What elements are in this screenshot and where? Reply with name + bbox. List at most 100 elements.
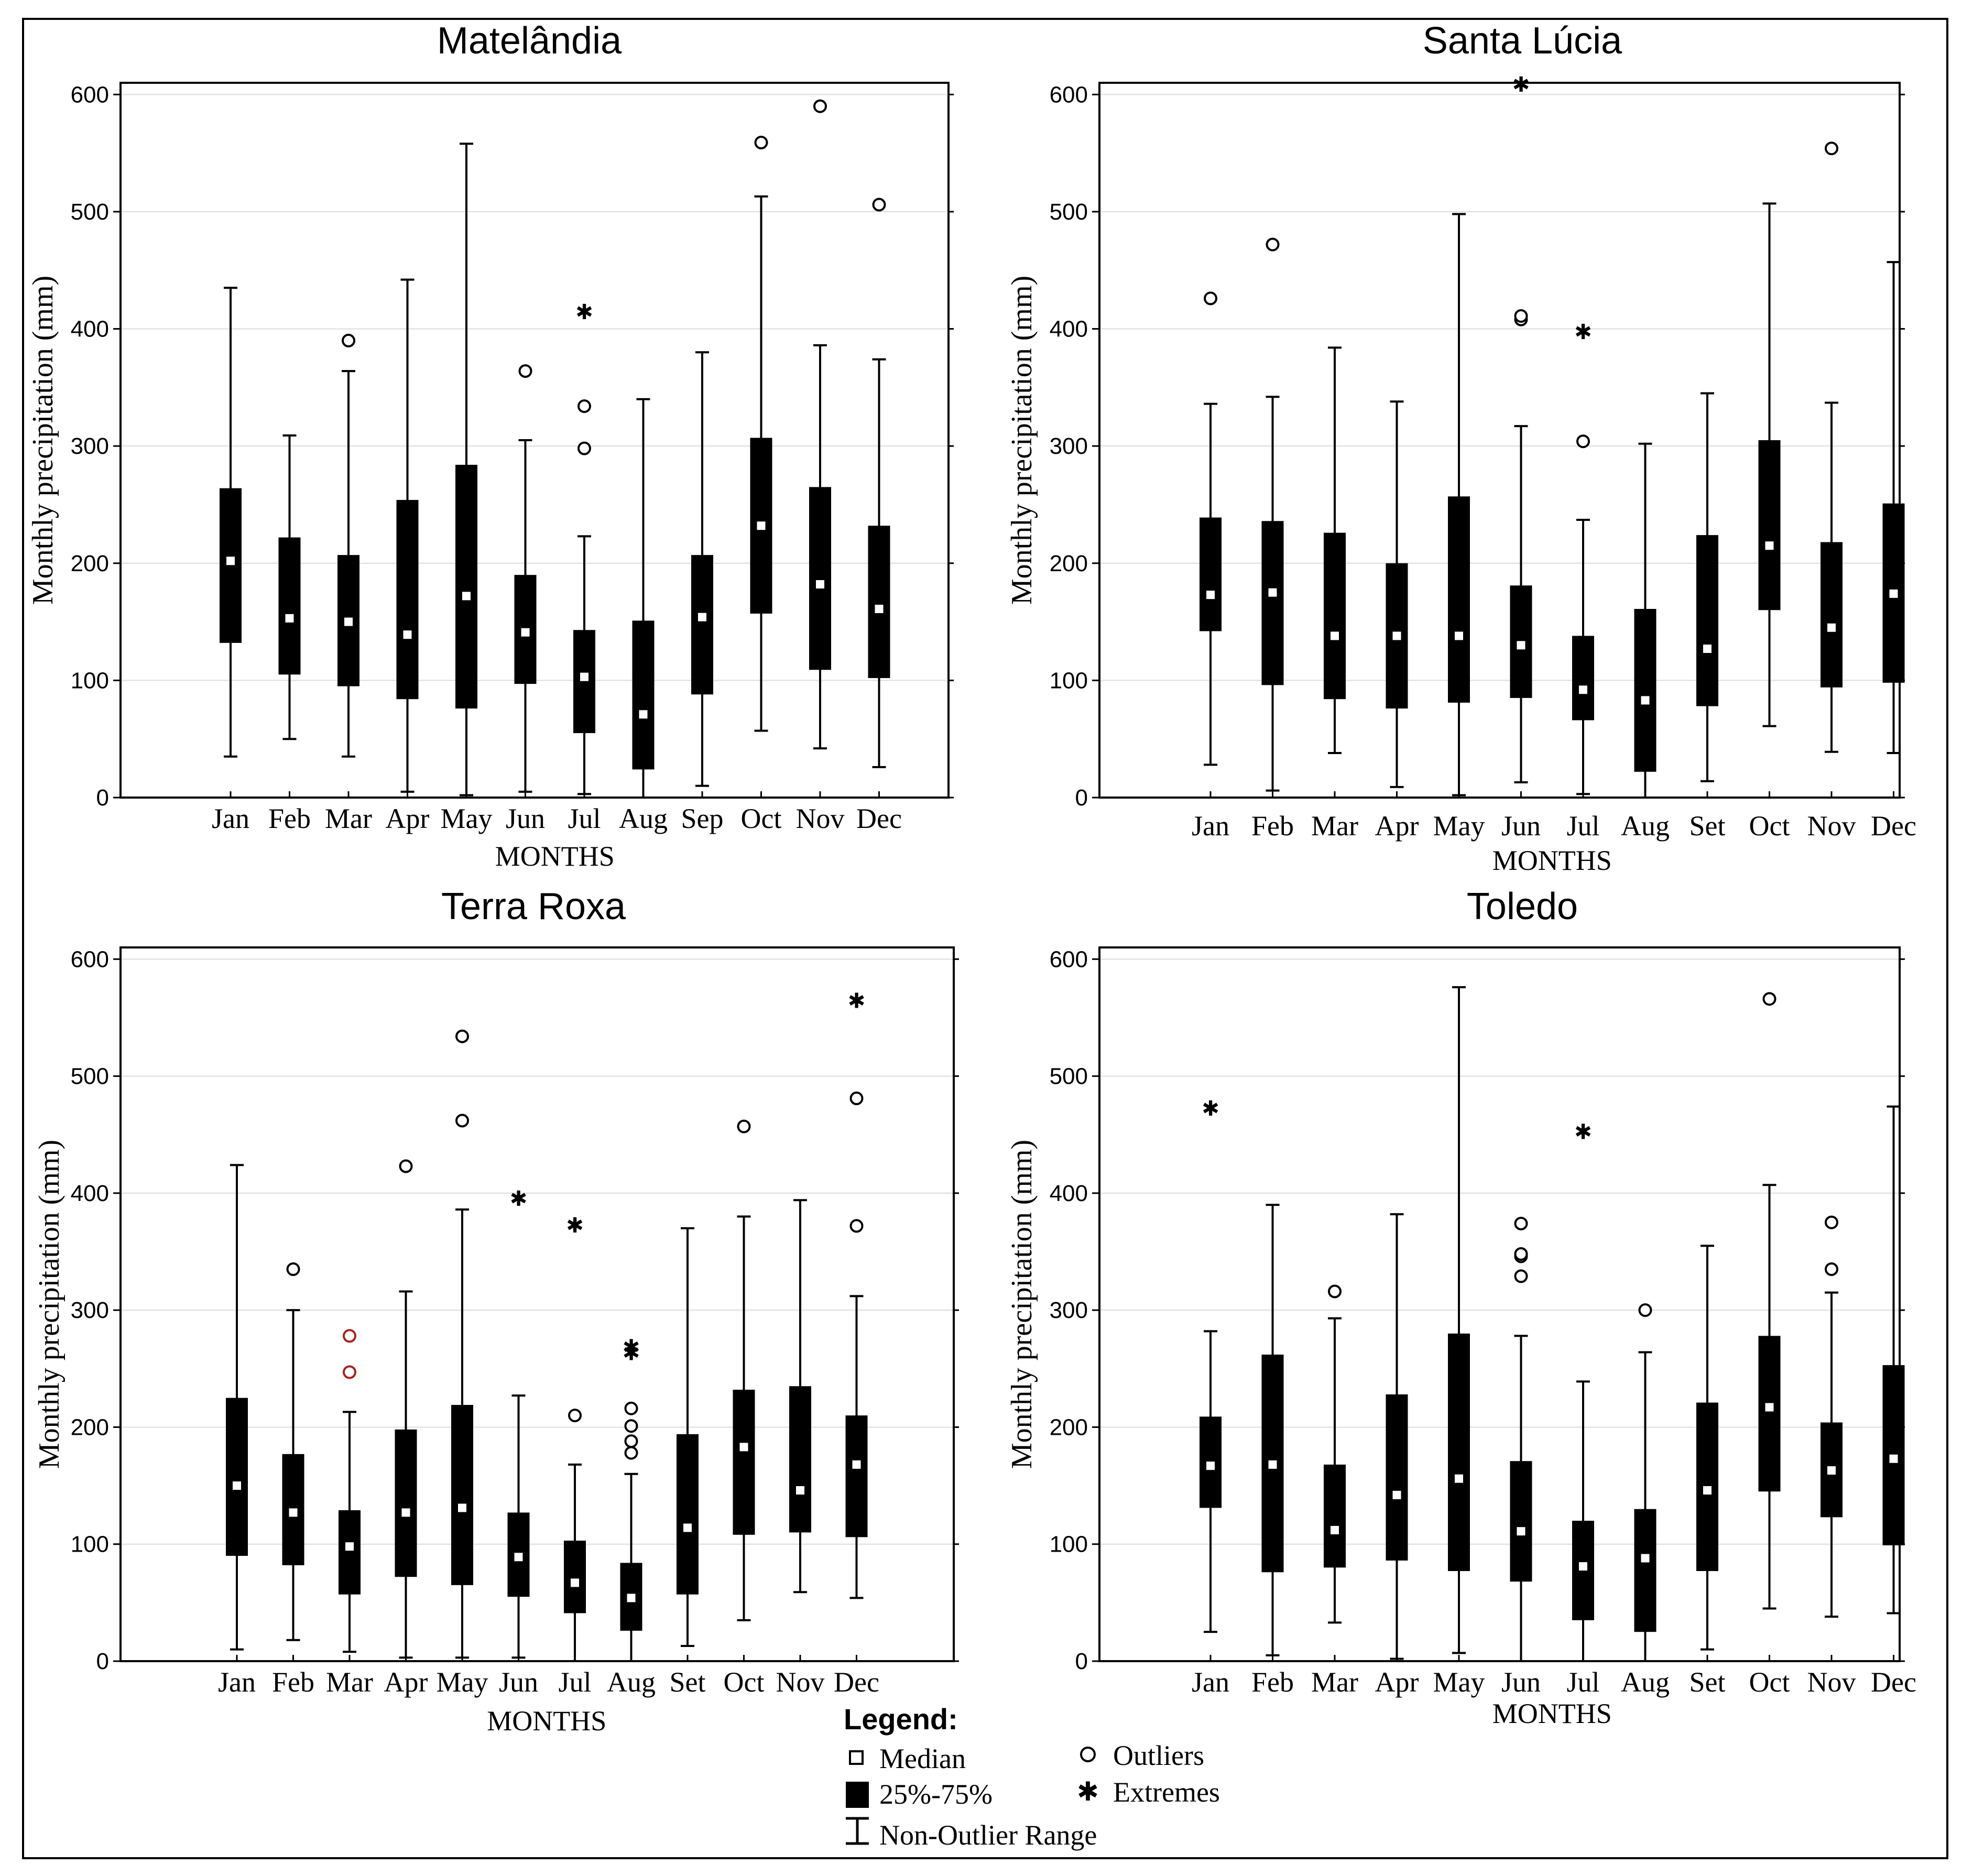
month-label: Mar — [326, 1666, 373, 1698]
month-label: Nov — [1807, 810, 1856, 842]
y-tick-label: 0 — [1075, 1649, 1088, 1674]
iqr-box — [396, 500, 419, 700]
iqr-box — [278, 537, 301, 675]
month-label: Jun — [499, 1666, 538, 1698]
month-label: Apr — [1375, 1666, 1419, 1698]
y-tick-label: 300 — [1050, 433, 1088, 459]
outlier-point — [399, 1159, 413, 1173]
median-marker — [1268, 588, 1277, 597]
median-marker — [698, 613, 706, 621]
box-May: May — [1433, 213, 1485, 842]
y-axis-label: Monthly precipitation (mm) — [33, 1140, 66, 1469]
box-Aug: Aug — [1621, 1303, 1670, 1698]
month-label: Mar — [325, 803, 372, 834]
median-marker — [757, 521, 766, 530]
y-tick-label: 500 — [71, 1064, 109, 1089]
month-label: Jul — [1566, 810, 1599, 842]
median-marker — [852, 1460, 861, 1469]
outlier-point — [849, 1219, 864, 1233]
box-Set: Set — [669, 1227, 706, 1698]
legend-extremes-label: Extremes — [1113, 1776, 1220, 1808]
outlier-point — [1514, 1247, 1528, 1261]
iqr-box — [1634, 1509, 1656, 1632]
month-label: Sep — [681, 803, 724, 834]
median-marker — [1517, 641, 1525, 650]
median-marker — [345, 1542, 354, 1551]
box-May: May — [437, 1029, 488, 1698]
y-tick-label: 200 — [71, 551, 109, 576]
box-Mar: Mar — [1311, 1284, 1358, 1698]
box-Feb: Feb — [272, 1262, 314, 1698]
x-axis-label: MONTHS — [487, 1705, 606, 1737]
median-marker — [1579, 685, 1587, 694]
box-Jul: ✱ Jul — [1566, 1120, 1599, 1698]
box-Oct: Oct — [1749, 202, 1790, 842]
box-Jun: ✱ Jun — [1501, 73, 1541, 842]
box-Feb: Feb — [1251, 237, 1294, 842]
iqr-box — [1758, 440, 1781, 610]
outlier-point — [1762, 992, 1776, 1006]
y-tick-label: 500 — [1050, 199, 1088, 225]
iqr-box — [677, 1434, 699, 1595]
plot-frame — [1098, 946, 1901, 1662]
chart-panel-1: 0 100 200 300 400 500 600 Santa Lúcia Monthly pr… — [1006, 20, 1916, 876]
y-tick-label: 600 — [71, 946, 109, 972]
median-marker — [1579, 1562, 1587, 1571]
outlier-point — [1825, 1215, 1838, 1229]
box-Jan: Jan — [1192, 291, 1229, 842]
iqr-box — [809, 487, 831, 670]
month-label: Jan — [218, 1666, 256, 1698]
median-marker — [796, 1486, 804, 1495]
iqr-box — [1324, 1464, 1346, 1568]
month-label: Dec — [1871, 810, 1916, 842]
month-label: Aug — [1621, 1666, 1670, 1698]
median-marker — [344, 617, 353, 626]
y-tick-label: 0 — [96, 785, 109, 811]
box-Aug: Aug — [619, 398, 668, 834]
median-marker — [1703, 1486, 1712, 1495]
y-tick-label: 400 — [1050, 317, 1088, 342]
extreme-point: ✱ — [1512, 73, 1530, 97]
median-marker — [1206, 1461, 1215, 1470]
outlier-point — [343, 1365, 356, 1379]
iqr-box — [226, 1398, 248, 1556]
median-marker — [1827, 623, 1836, 632]
outlier-point — [624, 1419, 638, 1433]
y-tick-label: 300 — [1050, 1297, 1088, 1323]
month-label: Dec — [856, 803, 902, 834]
box-Oct: Oct — [741, 136, 781, 834]
extreme-point: ✱ — [575, 300, 593, 324]
x-axis-label: MONTHS — [1492, 845, 1612, 876]
median-marker — [285, 614, 294, 623]
median-marker — [1641, 696, 1650, 705]
median-marker — [521, 628, 530, 637]
y-tick-label: 200 — [1050, 1414, 1088, 1440]
median-marker — [1392, 631, 1401, 640]
outlier-point — [624, 1401, 638, 1415]
box-Jul: ✱ Jul — [568, 300, 601, 834]
outlier-point — [1576, 434, 1590, 449]
outlier-point — [343, 1329, 356, 1343]
y-tick-label: 400 — [1050, 1181, 1088, 1206]
month-label: Aug — [1621, 810, 1670, 842]
box-Jun: Jun — [1501, 1216, 1541, 1698]
box-Apr: Apr — [384, 1159, 428, 1698]
box-Apr: Apr — [1375, 1213, 1419, 1698]
median-marker — [403, 630, 412, 639]
y-tick-label: 200 — [71, 1414, 109, 1440]
y-tick-label: 200 — [1050, 551, 1088, 576]
month-label: Jun — [1501, 1666, 1541, 1698]
iqr-box — [220, 488, 242, 643]
median-marker — [875, 604, 884, 613]
iqr-box — [1448, 496, 1470, 703]
box-Feb: Feb — [268, 434, 311, 834]
box-Mar: Mar — [325, 333, 372, 834]
month-label: Jan — [1192, 1666, 1229, 1698]
outlier-point — [813, 99, 827, 113]
month-label: Oct — [1749, 810, 1790, 842]
legend-median-icon — [849, 1750, 864, 1765]
month-label: Aug — [619, 803, 668, 834]
legend-range-label: Non-Outlier Range — [879, 1819, 1097, 1851]
y-tick-label: 500 — [1050, 1064, 1088, 1089]
y-tick-label: 300 — [71, 1297, 109, 1323]
